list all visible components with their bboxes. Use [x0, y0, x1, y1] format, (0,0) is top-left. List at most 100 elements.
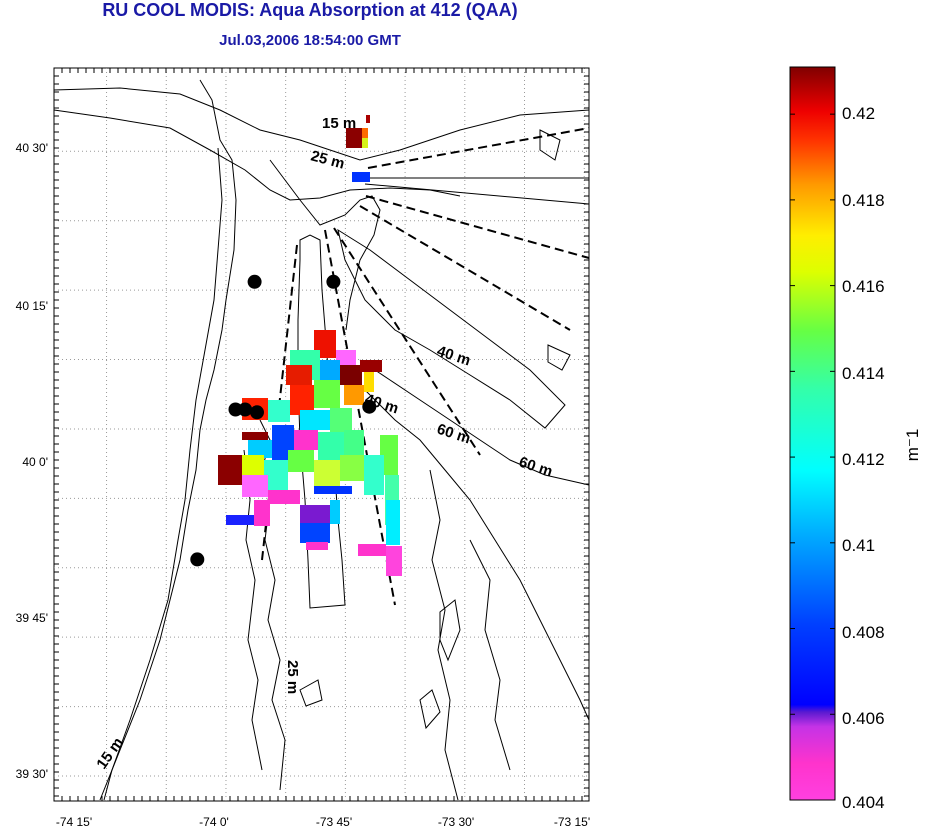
harbor-contour-inner [53, 109, 461, 201]
pixel [320, 360, 340, 380]
pixel [300, 410, 330, 430]
pixel [294, 430, 318, 450]
pixel [314, 380, 340, 408]
pixel [380, 435, 398, 475]
contour-label-15m-top: 15 m [322, 115, 356, 132]
pixel [358, 544, 386, 556]
y-tick-label: 39 45' [16, 611, 48, 625]
frame-minor-ticks [53, 67, 589, 801]
dashed-transect-4 [333, 227, 481, 456]
station-marker [326, 274, 341, 289]
colorbar-tick-label: 0.42 [842, 104, 875, 123]
pixel [218, 455, 242, 485]
station-marker [190, 552, 205, 567]
figure-title: RU COOL MODIS: Aqua Absorption at 412 (Q… [102, 0, 517, 20]
contour-offshore-2 [243, 449, 263, 771]
station-marker [228, 402, 243, 417]
station-markers [190, 274, 377, 567]
pixel [268, 490, 300, 504]
harbor-contour [53, 87, 590, 161]
colorbar-tick-label: 0.41 [842, 536, 875, 555]
y-tick-label: 39 30' [16, 767, 48, 781]
pixel [352, 172, 370, 182]
station-marker [247, 274, 262, 289]
pixel [242, 455, 264, 475]
colorbar-tick-label: 0.416 [842, 277, 885, 296]
pixel [364, 455, 384, 495]
pixel [300, 505, 330, 523]
pixel [340, 365, 362, 385]
transect-line-2 [364, 183, 590, 205]
colorbar-tick-label: 0.406 [842, 709, 885, 728]
contour-offshore-4 [469, 539, 511, 771]
colorbar-ticks [790, 113, 835, 801]
contour-label-25m-south: 25 m [284, 660, 301, 694]
station-marker [362, 399, 377, 414]
pixel [344, 430, 364, 456]
pixel [314, 486, 352, 494]
colorbar-tick-label: 0.412 [842, 450, 885, 469]
pixel [330, 408, 352, 432]
pixel [300, 523, 330, 543]
pixel [318, 432, 344, 460]
pixel [286, 365, 312, 385]
minor-ticks [53, 67, 589, 801]
x-tick-label: -73 45' [316, 815, 352, 829]
pixel [346, 128, 362, 148]
pixel [340, 455, 364, 481]
colorbar-unit-label: m⁻1 [903, 429, 922, 462]
isobath-15m-shore [103, 147, 223, 801]
pixel [330, 500, 340, 524]
pixel [248, 440, 272, 458]
pixel [344, 385, 364, 405]
coastline-nj [99, 79, 237, 801]
pixel [360, 360, 382, 372]
y-tick-labels: 40 30' 40 15' 40 0' 39 45' 39 30' [16, 141, 48, 781]
pixel [362, 138, 368, 148]
pixel [386, 500, 400, 545]
colorbar-tick-label: 0.418 [842, 191, 885, 210]
y-tick-label: 40 15' [16, 299, 48, 313]
dashed-transect-3 [359, 205, 571, 331]
station-marker [238, 402, 253, 417]
contour-sandbank-2 [419, 689, 441, 730]
pixel [226, 515, 254, 525]
isobath-25m [269, 159, 381, 331]
pixel [386, 546, 402, 576]
figure-subtitle: Jul.03,2006 18:54:00 GMT [219, 32, 401, 49]
pixel [242, 432, 268, 440]
dashed-transect-2 [365, 195, 590, 259]
contour-sandbank-5 [547, 344, 571, 371]
absorption-pixels [218, 115, 402, 576]
x-tick-label: -74 15' [56, 815, 92, 829]
pixel [362, 128, 368, 138]
pixel [366, 115, 370, 123]
isobath-60m-inner [349, 374, 590, 721]
pixel [306, 542, 328, 550]
x-tick-labels: -74 15' -74 0' -73 45' -73 30' -73 15' [56, 815, 590, 829]
contour-sandbank-3 [299, 679, 323, 707]
colorbar-tick-label: 0.408 [842, 623, 885, 642]
colorbar-tick-label: 0.414 [842, 364, 885, 383]
pixel [254, 500, 270, 526]
transect-lines [364, 177, 590, 205]
station-marker [250, 405, 264, 420]
colorbar-tick-label: 0.404 [842, 793, 885, 812]
isobath-40m [337, 228, 566, 429]
y-tick-label: 40 0' [22, 455, 48, 469]
y-tick-label: 40 30' [16, 141, 48, 155]
pixel [268, 400, 290, 422]
dashed-transect-1 [367, 127, 590, 169]
x-tick-label: -73 30' [438, 815, 474, 829]
pixel [314, 460, 340, 486]
dashed-transect-5 [324, 229, 396, 606]
x-tick-label: -74 0' [199, 815, 229, 829]
colorbar: 0.42 0.418 0.416 0.414 0.412 0.41 0.408 … [789, 66, 922, 812]
contour-offshore-3 [429, 469, 459, 801]
x-tick-label: -73 15' [554, 815, 590, 829]
pixel [364, 372, 374, 392]
contour-sandbank-1 [439, 599, 461, 662]
contour-sandbank-4 [539, 129, 561, 161]
map-panel: 15 m 25 m 40 m 40 m 60 m 60 m 25 m 15 m [53, 67, 590, 802]
